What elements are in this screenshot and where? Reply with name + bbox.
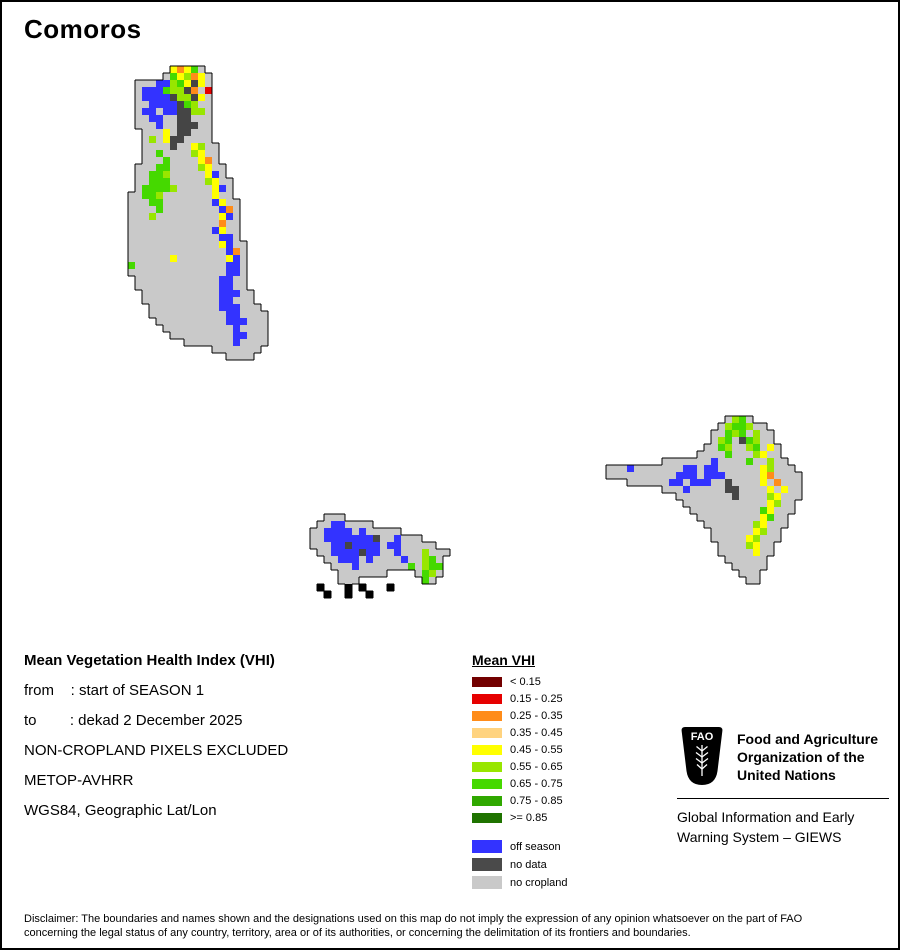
legend-row: < 0.15 xyxy=(472,676,568,688)
legend-row: 0.65 - 0.75 xyxy=(472,778,568,790)
legend-row: 0.15 - 0.25 xyxy=(472,693,568,705)
legend-row: no cropland xyxy=(472,876,568,889)
legend-swatch-nocropland xyxy=(472,876,502,889)
fao-header: FAO Food and Agriculture Organization of… xyxy=(677,726,889,786)
legend-row: 0.35 - 0.45 xyxy=(472,727,568,739)
legend-swatch xyxy=(472,813,502,823)
legend-row: no data xyxy=(472,858,568,871)
legend-swatch xyxy=(472,762,502,772)
legend-label: 0.45 - 0.55 xyxy=(510,744,563,756)
legend-row: 0.45 - 0.55 xyxy=(472,744,568,756)
legend-swatch xyxy=(472,796,502,806)
giews-line: Warning System – GIEWS xyxy=(677,829,842,845)
island-grande-comore xyxy=(127,65,269,361)
disclaimer-line: concerning the legal status of any count… xyxy=(24,927,691,939)
info-from: from : start of SEASON 1 xyxy=(24,682,205,699)
disclaimer-line: Disclaimer: The boundaries and names sho… xyxy=(24,913,803,925)
fao-logo-text: FAO xyxy=(691,731,714,743)
island-outline xyxy=(309,513,451,599)
legend-swatch xyxy=(472,711,502,721)
info-to: to : dekad 2 December 2025 xyxy=(24,712,243,729)
legend-label: 0.35 - 0.45 xyxy=(510,727,563,739)
info-noncropland: NON-CROPLAND PIXELS EXCLUDED xyxy=(24,742,289,759)
fao-divider xyxy=(677,798,889,799)
legend-swatch xyxy=(472,694,502,704)
legend-label: 0.25 - 0.35 xyxy=(510,710,563,722)
legend-title: Mean VHI xyxy=(472,652,536,668)
legend-label: no data xyxy=(510,858,547,871)
legend-swatch xyxy=(472,779,502,789)
island-outline xyxy=(605,415,803,585)
legend-label: no cropland xyxy=(510,876,568,889)
fao-org-line: Food and Agriculture xyxy=(737,731,879,747)
disclaimer: Disclaimer: The boundaries and names sho… xyxy=(24,912,802,940)
legend-label: 0.65 - 0.75 xyxy=(510,778,563,790)
vhi-legend: Mean VHI < 0.15 0.15 - 0.25 0.25 - 0.35 … xyxy=(472,652,568,894)
legend-label: 0.15 - 0.25 xyxy=(510,693,563,705)
fao-org-line: United Nations xyxy=(737,767,836,783)
legend-swatch-offseason xyxy=(472,840,502,853)
legend-label: < 0.15 xyxy=(510,676,541,688)
legend-label: off season xyxy=(510,840,561,853)
page-title: Comoros xyxy=(24,14,142,44)
fao-block: FAO Food and Agriculture Organization of… xyxy=(677,726,889,847)
wheat-icon xyxy=(695,745,709,776)
legend-label: 0.55 - 0.65 xyxy=(510,761,563,773)
island-moheli xyxy=(309,513,451,599)
info-projection: WGS84, Geographic Lat/Lon xyxy=(24,802,217,819)
fao-logo-icon: FAO xyxy=(681,727,723,785)
map-info-block: Mean Vegetation Health Index (VHI) from … xyxy=(24,652,288,832)
legend-status-block: off season no data no cropland xyxy=(472,840,568,889)
legend-swatch xyxy=(472,677,502,687)
legend-row: >= 0.85 xyxy=(472,812,568,824)
legend-row: 0.25 - 0.35 xyxy=(472,710,568,722)
fao-org-line: Organization of the xyxy=(737,749,865,765)
fao-org-name: Food and Agriculture Organization of the… xyxy=(737,726,878,784)
legend-label: 0.75 - 0.85 xyxy=(510,795,563,807)
giews-name: Global Information and Early Warning Sys… xyxy=(677,807,889,847)
legend-swatch-nodata xyxy=(472,858,502,871)
island-anjouan xyxy=(605,415,803,585)
info-title: Mean Vegetation Health Index (VHI) xyxy=(24,652,275,669)
legend-row: 0.75 - 0.85 xyxy=(472,795,568,807)
giews-line: Global Information and Early xyxy=(677,809,855,825)
legend-row: 0.55 - 0.65 xyxy=(472,761,568,773)
info-sensor: METOP-AVHRR xyxy=(24,772,134,789)
legend-row: off season xyxy=(472,840,568,853)
legend-swatch xyxy=(472,745,502,755)
legend-label: >= 0.85 xyxy=(510,812,548,824)
island-outline xyxy=(127,65,269,361)
legend-swatch xyxy=(472,728,502,738)
